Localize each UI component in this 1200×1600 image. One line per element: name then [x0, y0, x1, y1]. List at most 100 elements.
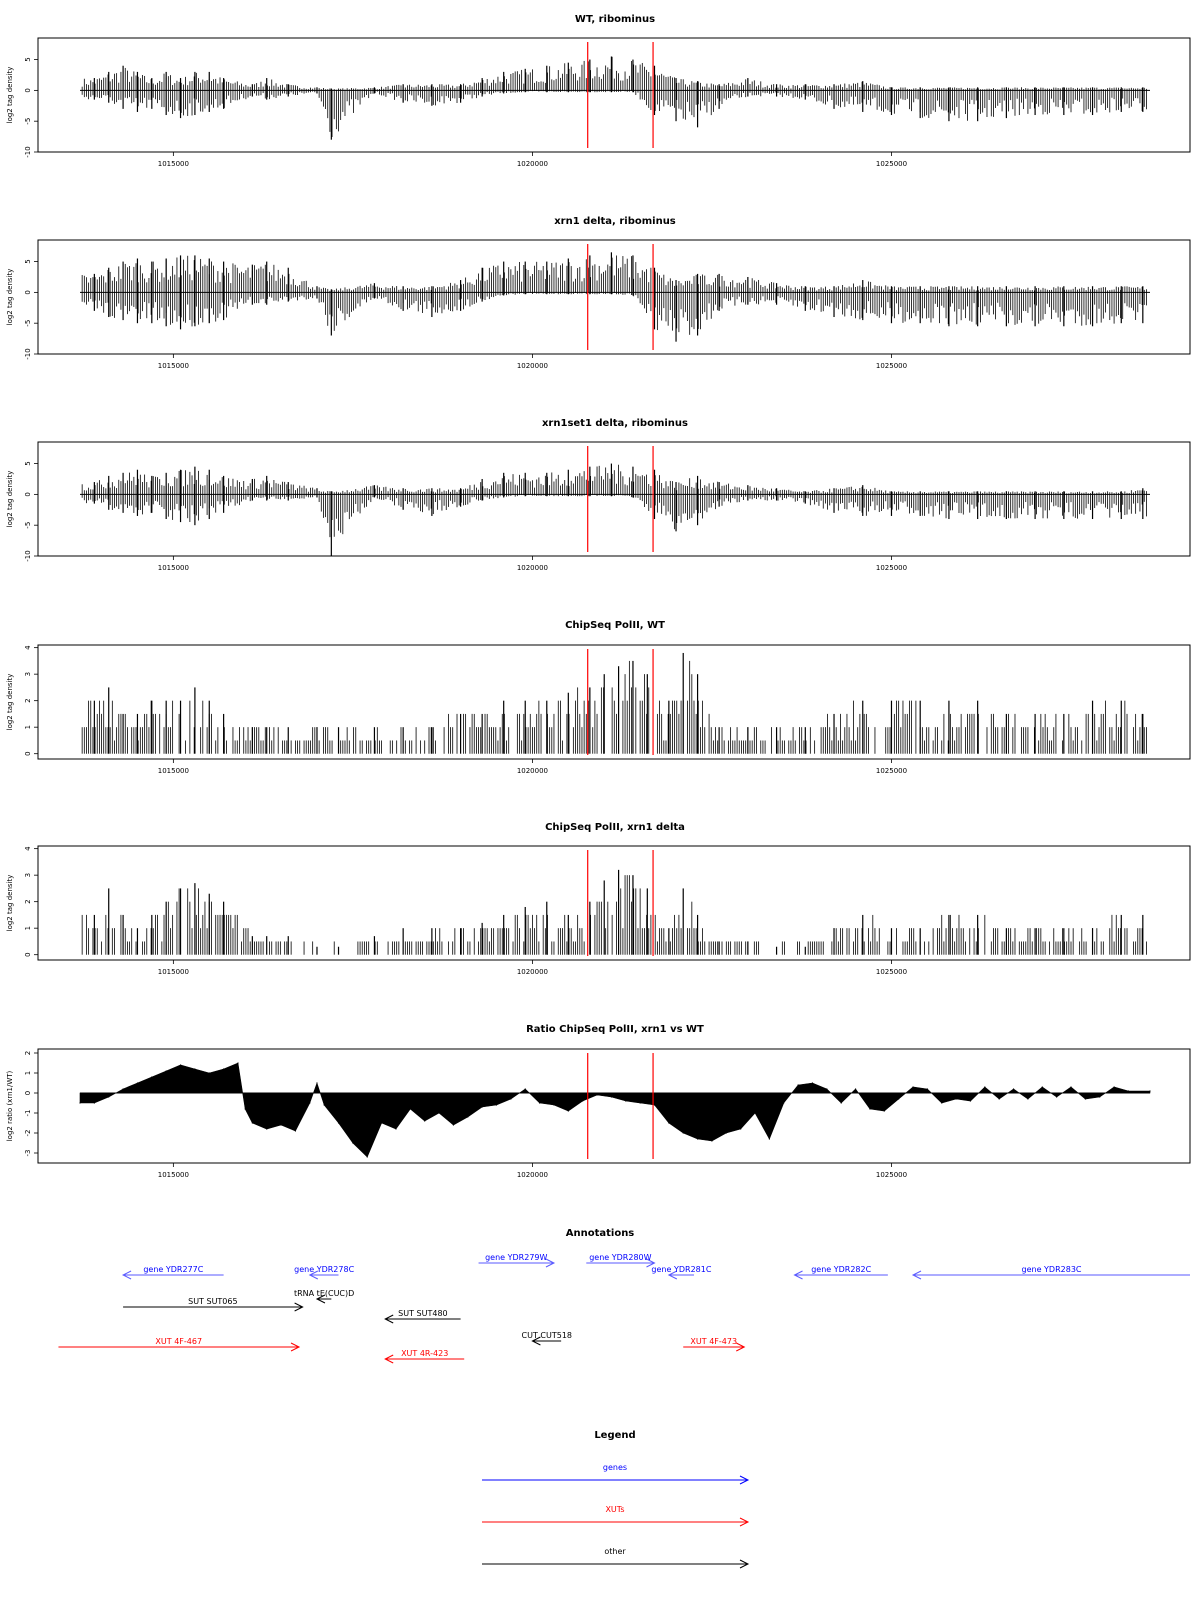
ratio-point: [1041, 1086, 1043, 1088]
arrowhead: [294, 1302, 304, 1312]
ratio-point: [668, 1122, 670, 1124]
ratio-point: [108, 1096, 110, 1098]
series-0: [81, 56, 1147, 91]
ratio-point: [854, 1088, 857, 1090]
ratio-point: [179, 1064, 182, 1066]
ratio-point: [251, 1122, 253, 1124]
y-tick-label: 1: [24, 1071, 32, 1075]
ratio-point: [1099, 1096, 1101, 1098]
data-group: [80, 463, 1150, 556]
x-tick-label: 1020000: [517, 564, 548, 572]
legend-label: genes: [603, 1463, 627, 1472]
series-1: [81, 494, 1147, 556]
y-axis-label: log2 tag density: [6, 471, 14, 528]
annotation-label: SUT SUT065: [188, 1297, 237, 1306]
ratio-point: [524, 1088, 526, 1090]
plot-frame: [37, 37, 1191, 153]
ratio-point: [352, 1142, 354, 1144]
y-tick-label: -10: [24, 146, 32, 157]
arrowhead: [384, 1354, 394, 1364]
arrowhead: [667, 1270, 678, 1280]
plot-frame: [37, 239, 1191, 355]
x-tick-label: 1025000: [876, 767, 907, 775]
panel-title: Ratio ChipSeq PolII, xrn1 vs WT: [526, 1024, 704, 1035]
annotation-label: XUT 4F-473: [690, 1337, 737, 1346]
series-0: [81, 463, 1147, 495]
ratio-point: [223, 1068, 225, 1070]
ratio-point: [711, 1140, 713, 1142]
ratio-point: [1012, 1088, 1015, 1090]
x-tick-label: 1025000: [876, 968, 907, 976]
ratio-point: [783, 1102, 785, 1104]
series-texture: [81, 90, 1147, 138]
y-tick-label: -5: [24, 118, 32, 125]
y-tick-label: 0: [24, 1091, 32, 1095]
x-tick-label: 1020000: [517, 968, 548, 976]
y-tick-label: 5: [24, 259, 32, 263]
ratio-point: [266, 1128, 268, 1130]
ratio-point: [1084, 1098, 1086, 1100]
ratio-point: [682, 1132, 684, 1134]
x-tick-label: 1025000: [876, 362, 907, 370]
plot-frame: [37, 1048, 1191, 1164]
ratio-point: [316, 1082, 318, 1084]
x-tick-label: 1025000: [876, 564, 907, 572]
y-tick-label: 0: [24, 492, 32, 496]
arrowhead: [793, 1270, 803, 1280]
ratio-point: [237, 1062, 239, 1064]
legend-arrowhead: [739, 1517, 750, 1527]
x-tick-label: 1020000: [517, 1171, 548, 1179]
annotation-label: gene YDR281C: [651, 1265, 711, 1274]
x-tick-label: 1015000: [158, 968, 189, 976]
ratio-point: [1149, 1090, 1151, 1092]
y-axis-label: log2 tag density: [6, 67, 14, 124]
y-tick-label: -5: [24, 320, 32, 327]
y-tick-label: 2: [24, 1051, 32, 1055]
ratio-point: [244, 1108, 246, 1110]
y-axis-label: log2 tag density: [6, 674, 14, 731]
ratio-point: [696, 1138, 699, 1140]
series-1: [81, 90, 1147, 140]
series-texture: [81, 56, 1147, 91]
y-tick-label: 4: [24, 846, 32, 851]
ratio-point: [883, 1110, 885, 1112]
y-tick-label: 0: [24, 952, 32, 956]
y-tick-label: 0: [24, 88, 32, 92]
ratio-point: [941, 1102, 943, 1104]
y-tick-label: -2: [24, 1130, 32, 1137]
y-tick-label: -5: [24, 522, 32, 529]
ratio-point: [93, 1102, 95, 1104]
annotation-label: gene YDR283C: [1022, 1265, 1082, 1274]
series-texture: [81, 464, 1147, 495]
ratio-point: [510, 1098, 512, 1100]
annotation-label: gene YDR282C: [811, 1265, 871, 1274]
arrowhead: [545, 1258, 556, 1268]
ratio-point: [309, 1102, 311, 1104]
plot-frame: [37, 441, 1191, 557]
legend-arrowhead: [739, 1475, 750, 1485]
x-tick-label: 1015000: [158, 767, 189, 775]
ratio-point: [912, 1086, 914, 1088]
ratio-point: [151, 1076, 153, 1078]
y-tick-label: 1: [24, 725, 32, 729]
y-tick-label: 0: [24, 751, 32, 755]
ratio-point: [898, 1098, 900, 1100]
ratio-point: [998, 1098, 1000, 1100]
ratio-point: [1070, 1086, 1072, 1088]
y-tick-label: 5: [24, 57, 32, 61]
series-texture: [81, 494, 1147, 538]
ratio-point: [481, 1106, 483, 1108]
ratio-point: [926, 1088, 928, 1090]
plot-frame: [37, 644, 1191, 760]
arrowhead: [315, 1294, 326, 1304]
data-group: [79, 1062, 1151, 1158]
y-tick-label: 2: [24, 899, 32, 903]
ratio-point: [826, 1088, 828, 1090]
annotation-label: gene YDR278C: [294, 1265, 354, 1274]
ratio-point: [625, 1100, 627, 1102]
y-tick-label: -3: [24, 1150, 32, 1157]
x-tick-label: 1020000: [517, 160, 548, 168]
annotation-label: XUT 4F-467: [155, 1337, 202, 1346]
ratio-point: [208, 1072, 210, 1074]
ratio-point: [969, 1100, 972, 1102]
